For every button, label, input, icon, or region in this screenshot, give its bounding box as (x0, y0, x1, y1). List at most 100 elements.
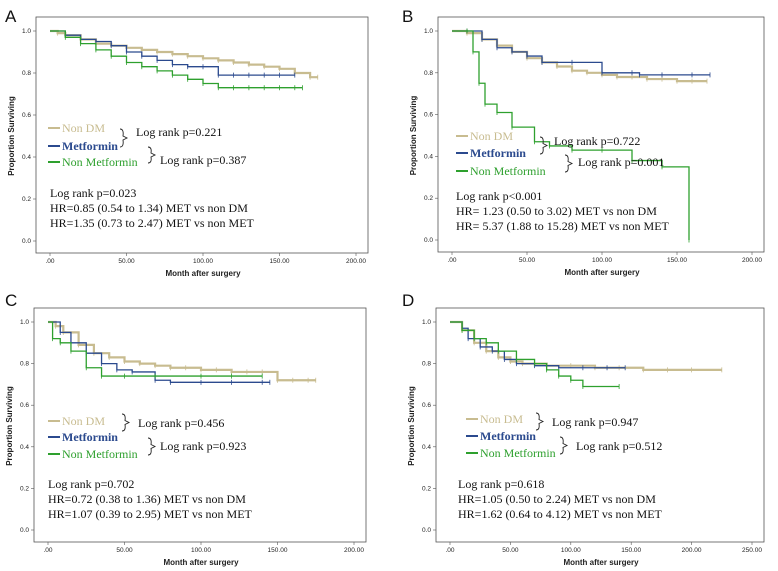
x-axis-label: Month after surgery (563, 558, 639, 567)
x-tick-label: .00 (45, 258, 54, 265)
stats-line-1: Log rank p<0.001 (456, 189, 542, 203)
x-tick-label: 150.00 (268, 547, 288, 554)
comparison-bracket (535, 412, 545, 431)
panel-label: A (5, 7, 17, 26)
x-tick-label: 50.00 (116, 547, 133, 554)
y-tick-label: 0.4 (20, 444, 29, 451)
logrank-pair-2: Log rank p=0.387 (160, 153, 246, 167)
y-tick-label: 0.0 (20, 527, 29, 534)
x-tick-label: 150.00 (621, 547, 641, 554)
logrank-pair-1: Log rank p=0.947 (552, 415, 638, 429)
plot-frame (35, 16, 369, 254)
stats-line-2: HR= 1.23 (0.50 to 3.02) MET vs non DM (456, 204, 657, 218)
x-tick-label: 250.00 (742, 547, 762, 554)
legend-nonmet-label: Non Metformin (62, 447, 138, 461)
plot-frame (33, 307, 367, 543)
logrank-pair-2: Log rank p=0.923 (160, 439, 246, 453)
comparison-bracket (119, 128, 129, 148)
plot-frame (437, 16, 765, 253)
stats-line-3: HR=1.07 (0.39 to 2.95) MET vs non MET (48, 507, 253, 521)
y-tick-label: 0.8 (20, 361, 29, 368)
y-tick-label: 0.4 (22, 154, 31, 161)
x-tick-label: 150.00 (270, 258, 290, 265)
y-tick-label: 1.0 (424, 28, 433, 35)
panel-B: B 0.0 0.2 0.4 0.6 0.8 1.0 .00 50.00 100.00 150.00 2… (402, 7, 765, 277)
x-tick-label: .00 (447, 257, 456, 264)
x-axis-label: Month after surgery (165, 269, 241, 278)
logrank-pair-2: Log rank p=0.512 (576, 439, 662, 453)
y-tick-label: 0.4 (424, 153, 433, 160)
comparison-bracket (147, 437, 157, 456)
y-tick-label: 1.0 (22, 28, 31, 35)
panel-label: B (402, 7, 413, 26)
stats-line-1: Log rank p=0.618 (458, 477, 544, 491)
logrank-pair-1: Log rank p=0.221 (136, 125, 222, 139)
plot-frame (435, 307, 765, 543)
x-tick-label: 200.00 (346, 258, 366, 265)
y-axis-label: Proportion Surviving (5, 386, 14, 466)
y-tick-label: 0.6 (422, 402, 431, 409)
y-tick-label: 0.8 (424, 70, 433, 77)
y-tick-label: 0.0 (422, 527, 431, 534)
stats-line-3: HR=1.35 (0.73 to 2.47) MET vs non MET (50, 216, 255, 230)
legend-metformin-label: Metformin (62, 430, 118, 444)
series-nondm-line (48, 320, 316, 382)
stats-line-1: Log rank p=0.023 (50, 186, 136, 200)
x-tick-label: 200.00 (344, 547, 364, 554)
y-tick-label: 1.0 (422, 319, 431, 326)
stats-line-3: HR= 5.37 (1.88 to 15.28) MET vs non MET (456, 219, 670, 233)
series-nonmet-line (48, 321, 263, 377)
panel-label: D (402, 291, 414, 310)
panel-label: C (5, 291, 17, 310)
x-tick-label: 50.00 (502, 547, 519, 554)
comparison-bracket (559, 436, 569, 455)
stats-line-2: HR=0.72 (0.38 to 1.36) MET vs non DM (48, 492, 246, 506)
x-tick-label: 200.00 (682, 547, 702, 554)
panel-A: A 0.0 0.2 0.4 0.6 0.8 1.0 .00 50.00 100.00 150.00 2… (5, 7, 369, 278)
comparison-bracket (147, 146, 157, 164)
legend-metformin-label: Metformin (62, 139, 118, 153)
y-axis-label: Proportion Surviving (409, 96, 418, 176)
stats-line-1: Log rank p=0.702 (48, 477, 134, 491)
series-nonmet-line (450, 321, 620, 388)
legend-nonmet-label: Non Metformin (62, 155, 138, 169)
y-tick-label: 0.2 (424, 195, 433, 202)
logrank-pair-2: Log rank p=0.001 (578, 155, 664, 169)
series-nondm-line (450, 320, 722, 371)
x-axis-label: Month after surgery (163, 558, 239, 567)
y-tick-label: 0.8 (22, 70, 31, 77)
y-axis-label: Proportion Surviving (7, 96, 16, 176)
legend-nondm-label: Non DM (480, 412, 523, 426)
y-tick-label: 0.6 (22, 112, 31, 119)
comparison-bracket (121, 413, 131, 432)
comparison-bracket (539, 136, 549, 155)
series-metformin-line (452, 30, 710, 76)
y-tick-label: 0.8 (422, 361, 431, 368)
panel-C: C 0.0 0.2 0.4 0.6 0.8 1.0 .00 50.00 100.00 150.00 2… (5, 291, 367, 567)
series-metformin-line (50, 30, 295, 76)
y-tick-label: 0.0 (424, 237, 433, 244)
x-tick-label: 50.00 (519, 257, 536, 264)
x-tick-label: .00 (43, 547, 52, 554)
legend-nondm-label: Non DM (62, 414, 105, 428)
y-tick-label: 0.2 (22, 196, 31, 203)
x-tick-label: 100.00 (193, 258, 213, 265)
y-tick-label: 0.2 (20, 485, 29, 492)
legend-metformin-label: Metformin (470, 146, 526, 160)
legend-nondm-label: Non DM (470, 129, 513, 143)
y-tick-label: 0.4 (422, 444, 431, 451)
legend-metformin-label: Metformin (480, 429, 536, 443)
x-tick-label: 100.00 (191, 547, 211, 554)
series-metformin-line (48, 321, 270, 383)
stats-line-2: HR=1.05 (0.50 to 2.24) MET vs non DM (458, 492, 656, 506)
y-tick-label: 0.6 (424, 112, 433, 119)
x-tick-label: 200.00 (742, 257, 762, 264)
y-tick-label: 0.0 (22, 238, 31, 245)
y-tick-label: 0.2 (422, 485, 431, 492)
x-tick-label: 150.00 (667, 257, 687, 264)
y-axis-label: Proportion Surviving (407, 386, 416, 466)
x-tick-label: 100.00 (561, 547, 581, 554)
y-tick-label: 0.6 (20, 402, 29, 409)
stats-line-2: HR=0.85 (0.54 to 1.34) MET vs non DM (50, 201, 248, 215)
series-nondm-line (452, 29, 707, 83)
